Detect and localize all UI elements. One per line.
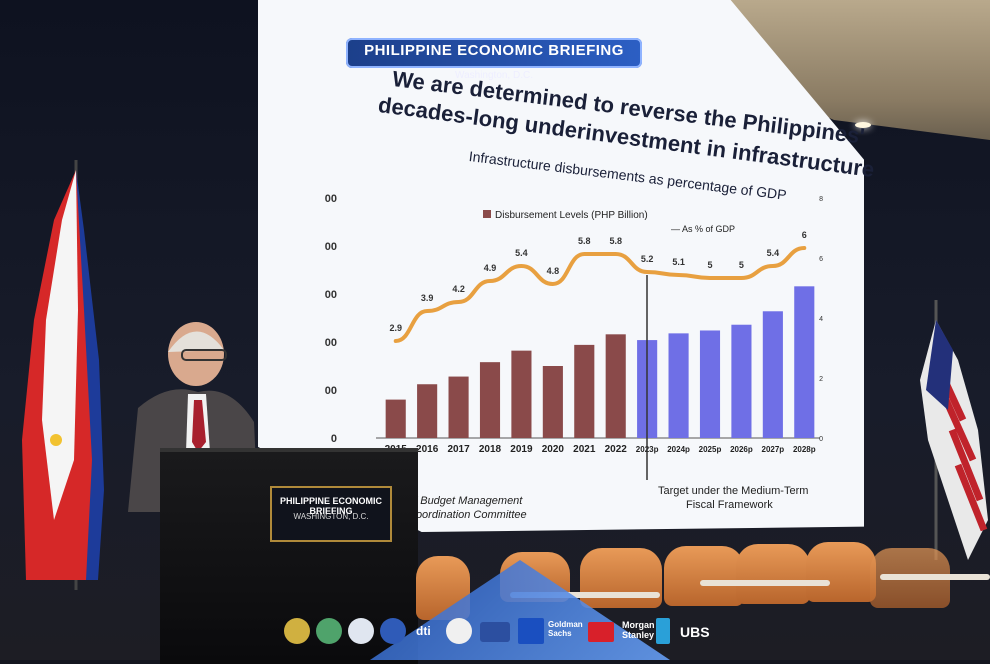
x-tick-label: 2020 xyxy=(542,444,565,455)
percent-label: 6 xyxy=(802,230,807,240)
x-tick-label: 2024p xyxy=(667,445,690,454)
left-axis: 0 500 1000 1500 2000 2500 xyxy=(325,193,820,445)
dti-logo: dti xyxy=(416,624,431,638)
y-tick-label: 1500 xyxy=(325,289,337,301)
bar xyxy=(479,362,501,438)
x-tick-label: 2017 xyxy=(447,444,470,455)
goldman-sachs-logo: Goldman Sachs xyxy=(548,620,583,638)
percent-label: 4.9 xyxy=(484,263,497,273)
x-tick-label: 2018 xyxy=(479,444,502,455)
chair xyxy=(736,544,810,604)
percent-label: 5.4 xyxy=(515,248,528,258)
percent-label: 3.9 xyxy=(421,293,434,303)
slide-source: of Budget Management Coordination Commit… xyxy=(408,494,527,522)
x-tick-label: 2028p xyxy=(793,445,816,454)
percent-label: 5.1 xyxy=(672,257,685,267)
y-tick-label: 1000 xyxy=(325,337,337,349)
ceiling-light xyxy=(855,122,871,128)
philippine-flag xyxy=(22,160,104,590)
podium-sign: PHILIPPINE ECONOMIC BRIEFING WASHINGTON,… xyxy=(270,486,392,542)
bar xyxy=(699,330,721,438)
source-line2: Coordination Committee xyxy=(408,509,527,521)
chair xyxy=(806,542,876,602)
agency-seal xyxy=(284,618,310,644)
bar xyxy=(605,334,626,438)
legend: Disbursement Levels (PHP Billion) — As %… xyxy=(483,210,735,234)
y2-tick-label: 0 xyxy=(819,436,823,443)
podium-sign-subtitle: WASHINGTON, D.C. xyxy=(293,512,369,521)
bank-logo xyxy=(480,622,510,642)
legend-gdp-label: As % of GDP xyxy=(682,224,735,234)
y-tick-label: 500 xyxy=(325,385,337,397)
bar xyxy=(448,376,469,438)
bar xyxy=(511,350,532,438)
agency-seal xyxy=(316,618,342,644)
podium-sign-title: PHILIPPINE ECONOMIC BRIEFING xyxy=(279,496,382,516)
ubs-logo: UBS xyxy=(680,624,710,640)
agency-seal xyxy=(446,618,472,644)
x-tick-label: 2025p xyxy=(699,445,722,454)
percent-labels: 2.9 3.9 4.2 4.9 5.4 4.8 5.8 5.8 5.2 5.1 5 5 5.4 6 xyxy=(389,230,806,333)
banner-subtitle: Washington, D.C. xyxy=(455,70,533,81)
percent-label: 5.4 xyxy=(767,248,780,258)
chair xyxy=(580,548,662,608)
bar xyxy=(794,286,815,438)
y2-tick-label: 6 xyxy=(819,256,823,263)
legend-swatch-disbursement xyxy=(483,210,491,218)
side-table xyxy=(700,580,830,586)
bar xyxy=(668,333,689,438)
y2-tick-label: 8 xyxy=(819,196,823,203)
bar xyxy=(542,366,563,438)
category-labels: 201520162017201820192020202120222023p202… xyxy=(385,444,816,455)
target-note: Target under the Medium-Term Fiscal Fram… xyxy=(658,484,808,512)
bar xyxy=(762,311,783,438)
percent-label: 5.8 xyxy=(609,236,622,246)
y-tick-label: 0 xyxy=(331,433,337,445)
bar xyxy=(731,324,752,438)
percent-label: 5.8 xyxy=(578,236,591,246)
agency-seal xyxy=(348,618,374,644)
percent-label: 4.2 xyxy=(452,284,465,294)
agency-seal xyxy=(380,618,406,644)
x-tick-label: 2027p xyxy=(762,445,785,454)
bank-logo xyxy=(518,618,544,644)
us-flag xyxy=(920,300,988,560)
chair xyxy=(664,546,744,606)
y-tick-label: 2000 xyxy=(325,241,337,253)
bank-logo xyxy=(656,618,670,644)
banner-title: PHILIPPINE ECONOMIC BRIEFING xyxy=(364,42,624,59)
percent-label: 2.9 xyxy=(389,323,402,333)
x-tick-label: 2019 xyxy=(510,444,533,455)
y2-tick-label: 2 xyxy=(819,376,823,383)
target-line2: Fiscal Framework xyxy=(686,499,773,511)
y2-tick-label: 4 xyxy=(819,316,823,323)
morgan-stanley-logo: Morgan Stanley xyxy=(622,620,655,640)
percent-label: 5.2 xyxy=(641,254,654,264)
side-table xyxy=(510,592,660,598)
bar xyxy=(417,384,438,438)
x-tick-label: 2022 xyxy=(605,444,628,455)
y-tick-label: 2500 xyxy=(325,193,337,205)
bar xyxy=(385,399,406,438)
source-line1: of Budget Management xyxy=(408,495,523,507)
x-tick-label: 2026p xyxy=(730,445,753,454)
x-tick-label: 2021 xyxy=(573,444,596,455)
legend-disbursement: Disbursement Levels (PHP Billion) xyxy=(495,210,648,221)
side-table xyxy=(880,574,990,580)
percent-label: 4.8 xyxy=(547,266,560,276)
gdp-percent-line xyxy=(393,246,807,343)
sponsor-logos: dti Goldman Sachs Morgan Stanley UBS xyxy=(280,612,750,652)
percent-label: 5 xyxy=(739,260,744,270)
bar xyxy=(574,344,595,438)
percent-label: 5 xyxy=(707,260,712,270)
bar-series xyxy=(385,286,815,438)
x-tick-label: 2016 xyxy=(416,444,439,455)
legend-gdp: — As % of GDP xyxy=(671,224,735,234)
right-axis: 0 2 4 6 8 xyxy=(819,196,823,443)
hsbc-logo xyxy=(588,622,614,642)
event-banner: PHILIPPINE ECONOMIC BRIEFING Washington,… xyxy=(346,38,642,81)
target-line1: Target under the Medium-Term xyxy=(658,485,809,497)
